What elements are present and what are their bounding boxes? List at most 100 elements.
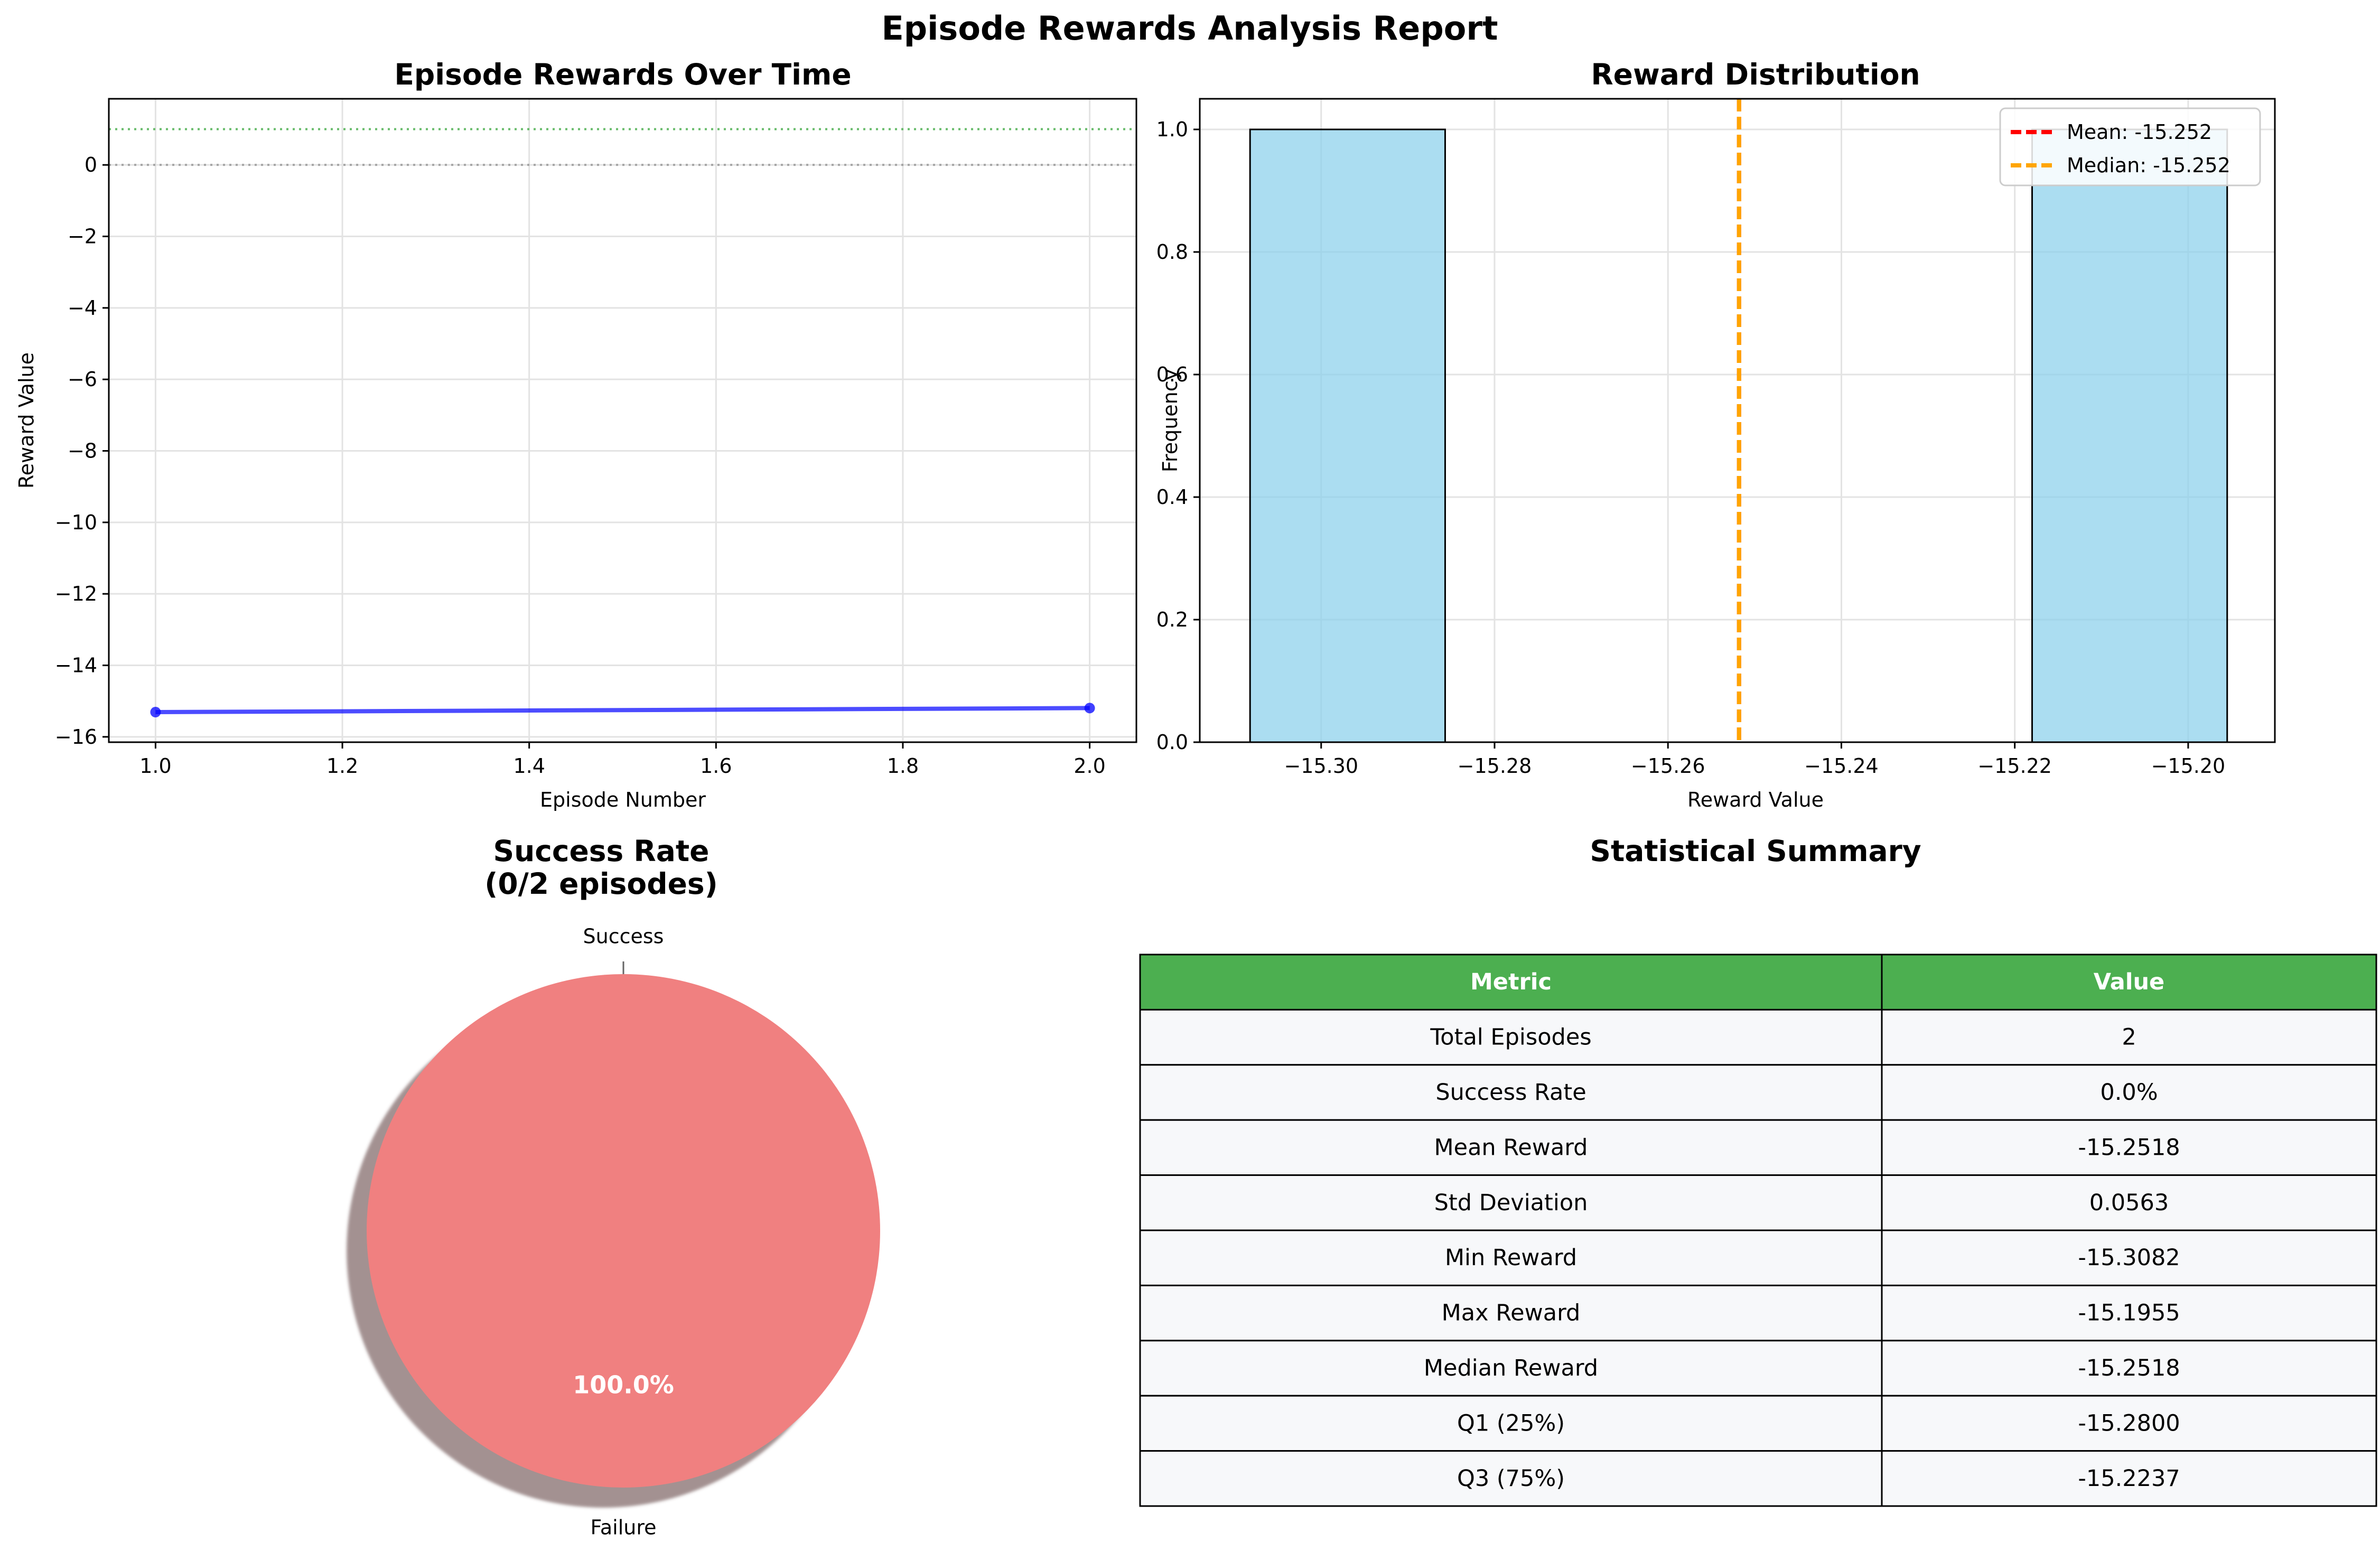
table-cell: Std Deviation — [1434, 1190, 1588, 1216]
histogram-x-tick-label: −15.30 — [1284, 754, 1358, 778]
figure-title: Episode Rewards Analysis Report — [881, 9, 1498, 48]
line-chart-point — [1084, 703, 1095, 714]
line-chart-y-tick-label: −16 — [55, 725, 97, 749]
table-cell-bg — [1881, 1450, 2377, 1507]
histogram-x-tick-label: −15.24 — [1804, 754, 1879, 778]
table-cell: -15.2518 — [2078, 1134, 2180, 1161]
summary-table-title: Statistical Summary — [1590, 834, 1921, 868]
table-row: Total Episodes 2 — [1139, 1008, 2377, 1066]
line-chart-y-tick-label: −6 — [68, 368, 97, 391]
histogram-bar — [1249, 128, 1446, 743]
line-chart-x-tick-label: 1.6 — [700, 754, 732, 778]
histogram-bars — [1249, 128, 2228, 743]
line-chart-y-tick-label: −14 — [55, 654, 97, 677]
histogram-y-label: Frequency — [1159, 369, 1182, 472]
line-chart-y-tick-label: −2 — [68, 225, 97, 248]
line-chart-x-tick-label: 1.8 — [887, 754, 919, 778]
line-chart-grid — [109, 99, 1136, 742]
table-cell: 2 — [2122, 1024, 2136, 1051]
table-cell: -15.2518 — [2078, 1355, 2180, 1381]
table-row: Success Rate 0.0% — [1139, 1064, 2377, 1121]
table-row: Max Reward -15.1955 — [1139, 1284, 2377, 1342]
table-header-cell: Metric — [1470, 969, 1552, 995]
line-chart-x-tick-label: 2.0 — [1074, 754, 1105, 778]
line-chart-series-line — [155, 706, 1090, 715]
line-chart-x-label: Episode Number — [540, 788, 706, 811]
table-row: Mean Reward -15.2518 — [1139, 1119, 2377, 1176]
line-chart-point — [150, 707, 161, 718]
pie-percent-failure: 100.0% — [573, 1371, 674, 1399]
table-cell: -15.1955 — [2078, 1300, 2180, 1326]
table-cell: -15.2237 — [2078, 1465, 2180, 1492]
histogram-x-label: Reward Value — [1687, 788, 1824, 811]
histogram-x-ticks: −15.30 −15.28 −15.26 −15.24 −15.22 −15.20 — [1284, 742, 2225, 778]
line-chart-y-tick-label: −10 — [55, 511, 97, 534]
table-cell-bg — [1139, 1064, 1883, 1121]
table-cell: Q3 (75%) — [1457, 1465, 1565, 1492]
line-chart-y-ticks: 0 −2 −4 −6 −8 −10 −12 −14 −16 — [55, 153, 109, 749]
table-row: Q1 (25%) -15.2800 — [1139, 1395, 2377, 1452]
table-cell-bg — [1881, 1395, 2377, 1452]
line-chart-x-tick-label: 1.4 — [513, 754, 545, 778]
table-header-row: Metric Value — [1139, 954, 2377, 1011]
table-cell: 0.0% — [2100, 1079, 2158, 1106]
table-cell: Q1 (25%) — [1457, 1410, 1565, 1436]
table-cell: 0.0563 — [2089, 1190, 2169, 1216]
line-chart-reference-lines — [109, 128, 1136, 166]
table-cell-bg — [1139, 1340, 1883, 1397]
line-chart-y-label: Reward Value — [15, 352, 38, 489]
summary-table: Metric Value Total Episodes 2 Success Rate 0.… — [1139, 954, 2377, 1507]
histogram-y-tick-label: 0.8 — [1156, 240, 1188, 264]
line-chart-x-ticks: 1.0 1.2 1.4 1.6 1.8 2.0 — [139, 742, 1106, 778]
summary-table-panel: Statistical Summary Metric Value Total Epi… — [1139, 834, 2377, 1507]
line-chart-x-tick-label: 1.0 — [139, 754, 171, 778]
table-cell: Success Rate — [1435, 1079, 1586, 1106]
table-cell: Min Reward — [1445, 1245, 1577, 1271]
histogram-y-tick-label: 1.0 — [1156, 118, 1188, 141]
table-row: Std Deviation 0.0563 — [1139, 1174, 2377, 1231]
table-cell-bg — [1139, 1174, 1883, 1231]
pie-chart-subtitle: (0/2 episodes) — [484, 867, 718, 901]
table-row: Min Reward -15.3082 — [1139, 1229, 2377, 1286]
histogram-x-tick-label: −15.20 — [2151, 754, 2226, 778]
table-header-cell: Value — [2094, 969, 2164, 995]
histogram-plot-frame — [1199, 98, 2276, 743]
table-row: Median Reward -15.2518 — [1139, 1340, 2377, 1397]
line-chart-plot-frame — [108, 98, 1137, 743]
histogram-y-tick-label: 0.4 — [1156, 485, 1188, 509]
histogram-x-tick-label: −15.28 — [1458, 754, 1532, 778]
legend-mean-label: Mean: -15.252 — [2067, 120, 2212, 144]
line-chart-x-tick-label: 1.2 — [326, 754, 358, 778]
table-cell-bg — [1139, 1284, 1883, 1342]
histogram-legend: Mean: -15.252 Median: -15.252 — [1999, 107, 2261, 186]
pie-label-failure: Failure — [590, 1516, 656, 1539]
pie-slice-failure — [367, 974, 880, 1488]
line-chart-y-tick-label: −8 — [68, 440, 97, 463]
pie-label-success: Success — [583, 924, 664, 948]
histogram-y-tick-label: 0.0 — [1156, 731, 1188, 754]
histogram-y-tick-label: 0.6 — [1156, 363, 1188, 386]
line-chart-title: Episode Rewards Over Time — [394, 58, 851, 91]
histogram-x-tick-label: −15.22 — [1977, 754, 2052, 778]
line-chart-y-tick-label: −4 — [68, 296, 97, 320]
table-cell: Max Reward — [1442, 1300, 1581, 1326]
table-cell: -15.2800 — [2078, 1410, 2180, 1436]
histogram-y-tick-label: 0.2 — [1156, 608, 1188, 631]
table-cell: Mean Reward — [1434, 1134, 1588, 1161]
histogram-legend-box — [1999, 107, 2261, 186]
pie-chart-panel: Success Rate (0/2 episodes) Success0.0%F… — [347, 834, 880, 1539]
line-chart-y-tick-label: 0 — [85, 153, 97, 176]
table-cell-bg — [1139, 954, 1883, 1011]
table-cell-bg — [1139, 1119, 1883, 1176]
histogram-title: Reward Distribution — [1591, 58, 1920, 91]
table-cell-bg — [1881, 1284, 2377, 1342]
table-row: Q3 (75%) -15.2237 — [1139, 1450, 2377, 1507]
line-chart-panel: Episode Rewards Over Time 1.0 1.2 1.4 1.6 1.… — [15, 58, 1137, 811]
pie-chart-title: Success Rate — [493, 834, 710, 868]
table-cell-bg — [1881, 1340, 2377, 1397]
histogram-y-ticks: 0.0 0.2 0.4 0.6 0.8 1.0 — [1156, 118, 1200, 754]
table-cell-bg — [1139, 1008, 1883, 1066]
legend-median-label: Median: -15.252 — [2067, 154, 2230, 177]
